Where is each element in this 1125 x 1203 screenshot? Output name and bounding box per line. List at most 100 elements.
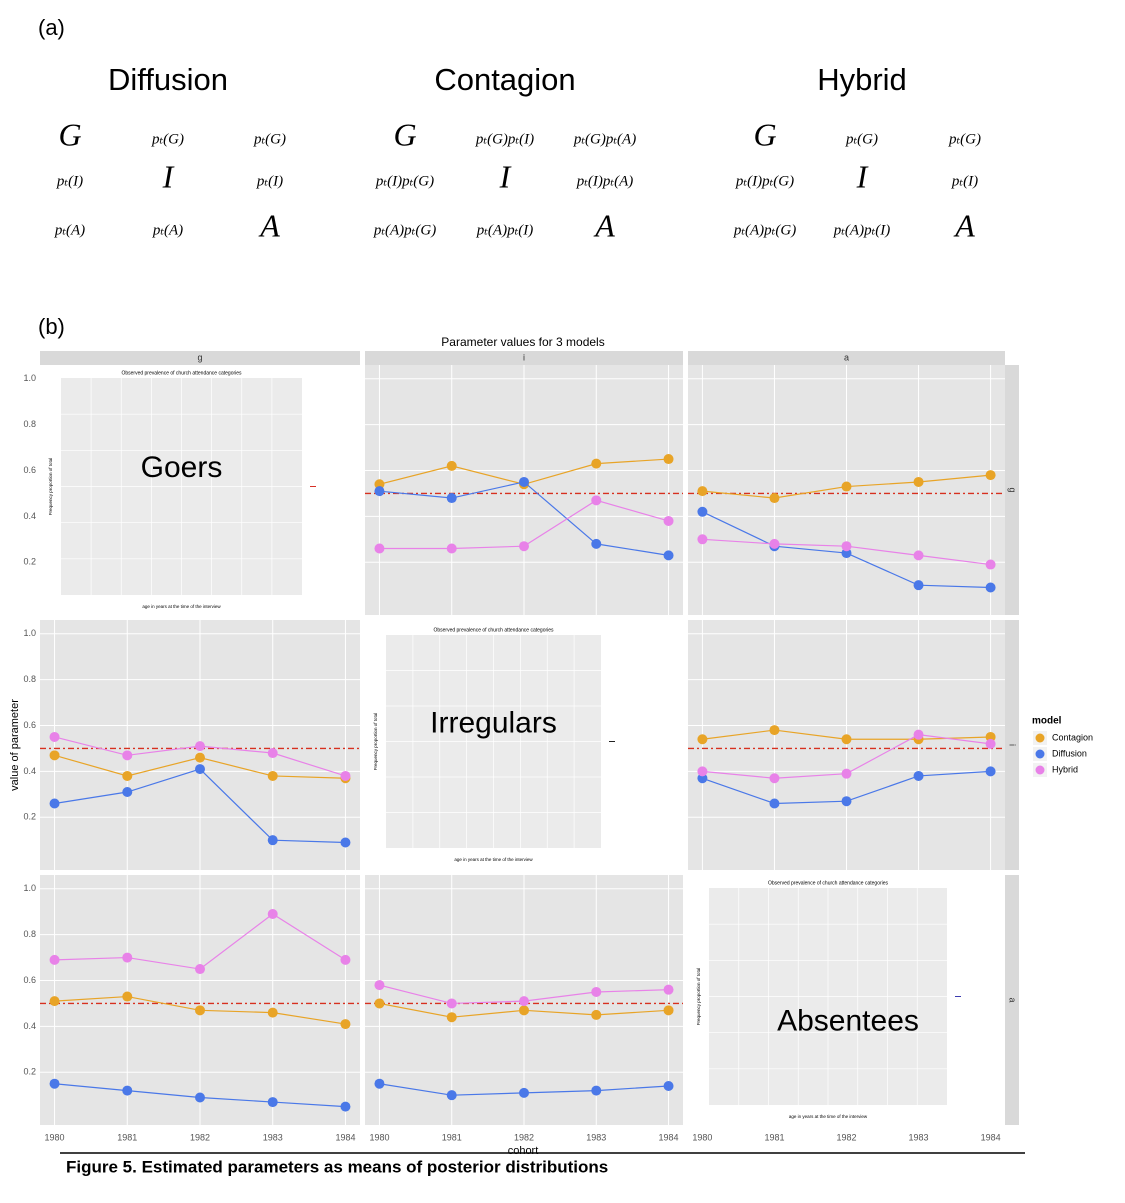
data-point [913,729,924,740]
transition-prob: pₜ(A) [54,222,85,238]
data-point [446,543,457,554]
y-tick-label: 0.4 [23,511,36,521]
data-point [985,731,996,742]
caption: Figure 5. Estimated parameters as means … [66,1157,608,1176]
data-point [663,1005,674,1016]
legend-label: Contagion [1052,732,1093,742]
data-point [340,770,351,781]
x-tick-label: 1980 [45,1132,65,1142]
transition-prob: pₜ(I)pₜ(A) [576,173,634,189]
y-tick-label: 0.4 [23,766,36,776]
data-point [985,738,996,749]
data-point [267,770,278,781]
x-tick-label: 1983 [263,1132,283,1142]
y-tick-label: 1.0 [23,628,36,638]
data-point [769,725,780,736]
data-point [195,964,205,975]
data-point [985,766,996,777]
data-point [519,996,529,1007]
data-point [374,998,385,1009]
data-point [841,768,852,779]
x-tick-label: 1980 [369,1132,389,1142]
data-point [195,752,205,763]
data-point [446,1090,457,1101]
data-point [519,541,529,552]
data-point [769,798,780,809]
y-tick-label: 0.6 [23,975,36,985]
inset-label: Irregulars [430,706,557,739]
column-strip [688,351,1005,365]
y-tick-label: 1.0 [23,373,36,383]
data-point [913,580,924,591]
data-point [841,796,852,807]
data-point [841,541,852,552]
data-point [697,534,708,545]
row-strip-label: i [1008,744,1018,746]
data-point [267,908,278,919]
transition-prob: pₜ(A)pₜ(G) [733,222,796,238]
data-point [49,954,60,965]
data-point [374,486,385,497]
data-point [769,773,780,784]
column-strip [40,351,360,365]
legend-title: model [1032,716,1062,727]
x-tick-label: 1984 [335,1132,355,1142]
data-point [985,559,996,570]
row-strip [1005,620,1019,870]
data-point [591,495,602,506]
legend-label: Hybrid [1052,764,1078,774]
transition-prob: pₜ(A)pₜ(G) [373,222,436,238]
data-point [591,458,602,469]
y-tick-label: 0.2 [23,812,36,822]
row-strip [1005,365,1019,615]
inset-label: Goers [141,451,223,484]
column-strip-label: g [197,352,202,362]
state-symbol: I [162,158,175,194]
data-point [49,1078,60,1089]
x-tick-label: 1983 [586,1132,606,1142]
state-symbol: G [58,116,81,152]
data-point [122,952,133,963]
state-symbol: I [499,158,512,194]
state-symbol: I [856,158,869,194]
data-point [446,493,457,504]
x-tick-label: 1983 [909,1132,929,1142]
data-point [374,479,385,490]
data-point [663,550,674,561]
data-point [769,538,780,549]
data-point [519,1005,529,1016]
transition-prob: pₜ(I) [951,173,978,189]
state-symbol: G [393,116,416,152]
y-tick-label: 1.0 [23,883,36,893]
model-title: Diffusion [108,62,228,97]
state-symbol: A [593,207,615,243]
data-point [267,748,278,759]
x-tick-label: 1981 [764,1132,784,1142]
data-point [591,1085,602,1096]
data-point [697,773,708,784]
data-point [340,954,351,965]
data-point [841,734,852,745]
transition-prob: pₜ(A)pₜ(I) [833,222,891,238]
state-symbol: A [258,207,280,243]
x-tick-label: 1984 [981,1132,1001,1142]
x-tick-label: 1982 [190,1132,210,1142]
transition-prob: pₜ(G)pₜ(I) [475,131,534,147]
data-point [913,550,924,561]
data-point [985,582,996,593]
inset-y-label: Frequency proportion of total [373,713,378,771]
legend-marker [1035,765,1045,775]
y-tick-label: 0.4 [23,1021,36,1031]
legend-marker [1035,749,1045,759]
inset-title: Observed prevalence of church attendance… [121,370,242,376]
data-point [122,750,133,761]
y-tick-label: 0.2 [23,1067,36,1077]
inset-y-label: Frequency proportion of total [696,968,701,1026]
x-tick-label: 1982 [836,1132,856,1142]
inset-title: Observed prevalence of church attendance… [768,880,889,886]
data-point [985,470,996,481]
transition-prob: pₜ(G) [151,131,184,147]
x-tick-label: 1984 [659,1132,679,1142]
transition-prob: pₜ(G) [253,131,286,147]
